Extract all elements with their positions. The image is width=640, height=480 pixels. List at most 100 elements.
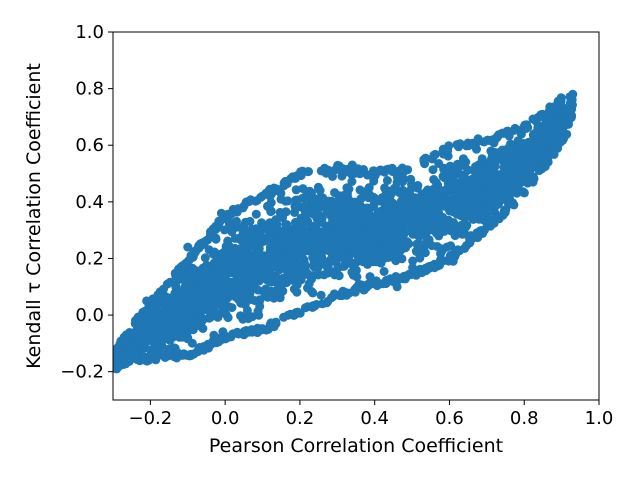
data-point <box>355 169 365 179</box>
data-point <box>392 282 402 292</box>
data-point <box>186 298 196 308</box>
data-point <box>232 258 241 268</box>
data-point <box>480 171 490 181</box>
data-point <box>334 271 344 281</box>
data-point <box>157 349 167 359</box>
data-point <box>319 270 329 280</box>
data-point <box>298 184 308 194</box>
data-point <box>365 216 375 225</box>
data-point <box>223 236 233 246</box>
data-point <box>419 155 429 165</box>
data-point <box>282 220 292 230</box>
data-point <box>328 292 338 302</box>
data-point <box>241 227 251 237</box>
data-point <box>157 330 167 340</box>
data-point <box>174 311 184 321</box>
data-point <box>258 265 268 275</box>
data-point <box>159 297 168 307</box>
data-point <box>254 244 264 254</box>
data-point <box>363 209 372 219</box>
data-point <box>447 168 457 178</box>
data-point <box>234 233 244 243</box>
data-point <box>238 278 248 288</box>
x-axis-ticks: −0.2 0.0 0.2 0.4 0.6 0.8 1.0 <box>129 400 613 429</box>
data-point <box>491 174 501 184</box>
data-point <box>170 303 180 313</box>
data-point <box>323 262 333 272</box>
data-point <box>149 353 159 363</box>
y-tick-label: 0.4 <box>75 192 104 213</box>
data-point <box>172 353 182 363</box>
x-tick-label: −0.2 <box>129 408 173 429</box>
data-point <box>406 174 416 184</box>
data-point <box>312 194 322 204</box>
data-point <box>520 141 529 150</box>
data-point <box>497 128 507 138</box>
data-point <box>455 210 465 220</box>
data-point <box>468 175 478 185</box>
data-point <box>310 228 320 238</box>
data-point <box>519 188 529 198</box>
data-point <box>414 266 424 275</box>
data-point <box>335 239 345 249</box>
data-point <box>328 216 338 226</box>
data-point <box>192 320 202 330</box>
data-point <box>216 276 226 286</box>
data-point <box>342 234 352 244</box>
y-tick-label: 0.0 <box>75 305 104 326</box>
data-point <box>260 289 270 299</box>
data-point <box>349 260 359 270</box>
data-point <box>313 264 323 274</box>
data-point <box>210 247 219 257</box>
data-point <box>300 303 310 313</box>
data-point <box>553 118 563 128</box>
data-point <box>201 264 211 274</box>
data-point <box>408 256 418 266</box>
data-point <box>339 201 349 211</box>
data-point <box>422 186 432 196</box>
data-point <box>216 208 226 218</box>
data-point <box>321 225 331 235</box>
data-point <box>253 285 263 295</box>
data-point <box>179 327 188 337</box>
data-point <box>361 236 371 246</box>
data-point <box>266 251 276 261</box>
data-point <box>492 191 502 200</box>
data-point <box>229 248 239 258</box>
x-tick-label: 0.2 <box>286 408 315 429</box>
data-point <box>142 296 152 306</box>
data-point <box>536 129 546 139</box>
data-point <box>433 208 443 217</box>
data-point <box>290 217 300 227</box>
data-point <box>379 267 389 276</box>
data-point <box>338 286 348 296</box>
data-point <box>213 310 223 319</box>
data-point <box>412 183 422 193</box>
data-point <box>213 260 223 270</box>
data-point <box>463 212 473 221</box>
data-point <box>384 234 394 244</box>
data-point <box>219 247 229 257</box>
data-point <box>227 303 237 313</box>
data-point <box>171 283 181 292</box>
data-point <box>307 188 317 198</box>
data-point <box>453 222 463 232</box>
data-point <box>270 238 280 248</box>
data-point <box>365 190 375 200</box>
data-point <box>379 194 388 204</box>
data-point <box>509 200 519 210</box>
data-point <box>538 112 547 122</box>
data-point <box>336 225 346 235</box>
data-point <box>344 184 354 194</box>
data-point <box>424 196 434 206</box>
data-point <box>498 210 508 220</box>
data-point <box>427 241 437 251</box>
data-point <box>303 167 313 177</box>
data-point <box>476 226 486 235</box>
data-point <box>244 196 254 206</box>
data-point <box>223 313 233 323</box>
data-point <box>216 298 226 308</box>
data-point <box>194 344 204 354</box>
data-point <box>247 274 257 284</box>
